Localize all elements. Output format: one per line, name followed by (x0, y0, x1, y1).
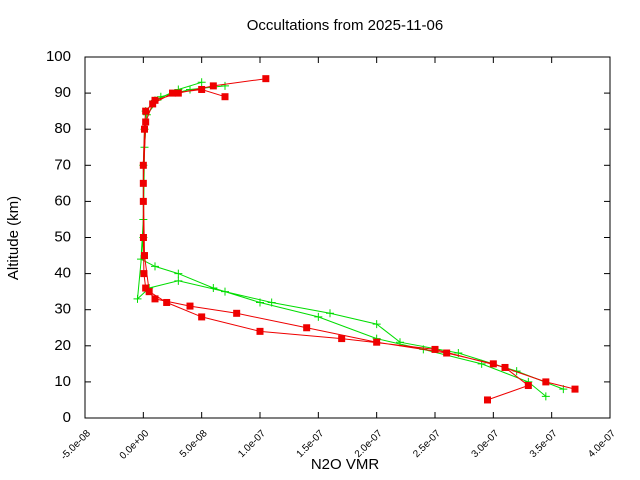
point (221, 93, 229, 101)
y-tick-label: 20 (54, 337, 71, 354)
point (151, 262, 159, 271)
point (209, 284, 218, 293)
point (140, 270, 148, 278)
point (372, 320, 381, 329)
point (141, 125, 148, 133)
point (524, 382, 532, 390)
point (139, 197, 147, 205)
point (139, 179, 147, 187)
point (221, 81, 229, 90)
y-tick-label: 30 (54, 301, 71, 318)
point (431, 345, 439, 353)
point (151, 96, 159, 104)
point (139, 234, 147, 241)
point (198, 313, 206, 321)
point (139, 161, 147, 169)
chart-title: Occultations from 2025-11-06 (247, 17, 444, 34)
x-axis-label: N2O VMR (311, 456, 380, 473)
point (186, 302, 194, 310)
point (501, 363, 509, 371)
y-tick-label: 10 (54, 373, 71, 390)
point (256, 327, 264, 335)
point (373, 338, 381, 346)
y-tick-label: 40 (54, 265, 71, 282)
point (262, 75, 270, 83)
point (443, 349, 451, 357)
point (142, 107, 150, 115)
point (484, 396, 491, 404)
point (338, 335, 346, 343)
point (151, 295, 159, 303)
y-tick-label: 0 (63, 409, 71, 426)
y-tick-label: 60 (54, 192, 71, 209)
point (198, 85, 206, 93)
point (174, 269, 183, 278)
point (256, 298, 264, 307)
point (541, 392, 550, 401)
point (149, 100, 157, 108)
point (169, 89, 176, 97)
point (133, 294, 142, 303)
point (233, 309, 241, 317)
y-tick-label: 50 (54, 228, 71, 245)
y-tick-label: 70 (54, 156, 71, 173)
point (221, 287, 229, 296)
point (303, 324, 311, 332)
point (571, 385, 579, 393)
point (141, 252, 148, 260)
point (142, 284, 150, 292)
point (145, 288, 153, 296)
point (542, 378, 550, 386)
y-tick-label: 90 (54, 84, 71, 101)
point (267, 298, 276, 307)
y-tick-label: 100 (46, 48, 71, 65)
y-axis-label: Altitude (km) (5, 196, 22, 280)
y-tick-label: 80 (54, 120, 71, 137)
point (174, 276, 183, 285)
point (142, 118, 150, 126)
point (489, 360, 497, 368)
point (174, 89, 182, 97)
point (209, 82, 217, 90)
point (163, 298, 171, 306)
point (314, 312, 323, 321)
point (326, 309, 334, 318)
point (197, 78, 206, 87)
point (186, 85, 194, 94)
